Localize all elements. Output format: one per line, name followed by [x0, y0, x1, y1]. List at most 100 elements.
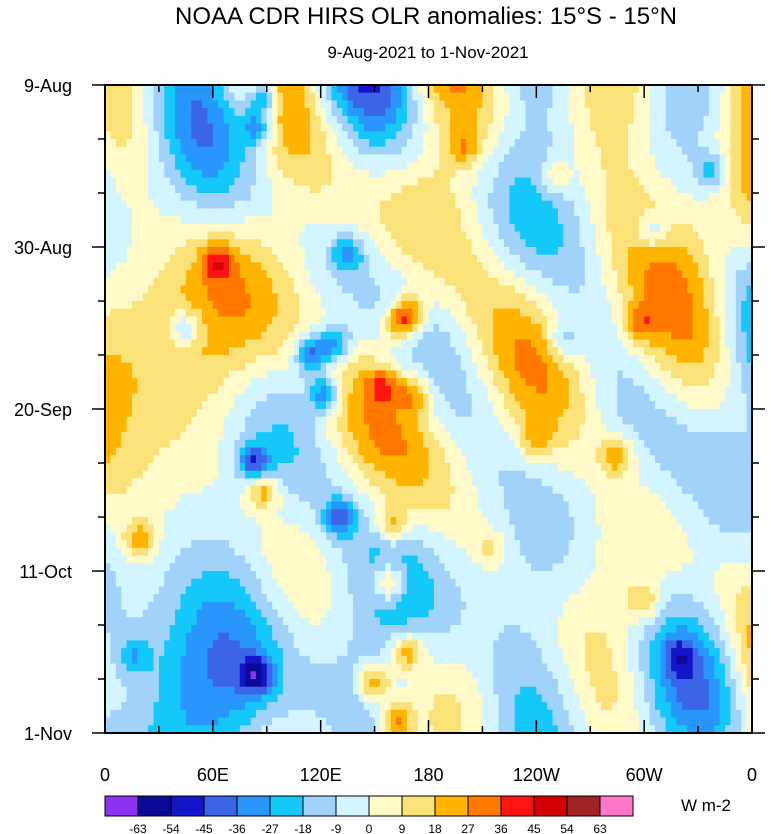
heatmap-cell: [563, 100, 570, 109]
heatmap-cell: [644, 385, 651, 395]
heatmap-cell: [326, 331, 333, 341]
heatmap-cell: [353, 162, 360, 171]
heatmap-cell: [250, 239, 257, 248]
heatmap-cell: [223, 378, 230, 387]
heatmap-cell: [110, 154, 117, 163]
heatmap-cell: [137, 208, 144, 217]
heatmap-cell: [466, 193, 473, 202]
heatmap-cell: [725, 185, 732, 194]
heatmap-cell: [735, 277, 742, 287]
heatmap-cell: [654, 131, 661, 140]
heatmap-cell: [617, 316, 624, 325]
heatmap-cell: [568, 177, 575, 186]
heatmap-cell: [374, 378, 381, 387]
heatmap-cell: [746, 347, 752, 356]
heatmap-cell: [433, 177, 440, 186]
heatmap-cell: [671, 270, 678, 279]
heatmap-cell: [439, 247, 446, 256]
heatmap-cell: [423, 285, 430, 294]
heatmap-cell: [169, 362, 176, 372]
heatmap-cell: [277, 208, 284, 217]
heatmap-cell: [638, 324, 645, 333]
heatmap-cell: [331, 115, 338, 125]
heatmap-cell: [234, 247, 241, 256]
heatmap-cell: [326, 108, 333, 117]
heatmap-cell: [115, 200, 122, 210]
heatmap-cell: [158, 247, 165, 256]
heatmap-cell: [681, 85, 688, 94]
heatmap-cell: [482, 139, 489, 148]
heatmap-cell: [234, 393, 241, 402]
heatmap-cell: [708, 231, 715, 240]
heatmap-cell: [304, 293, 311, 302]
heatmap-cell: [121, 108, 128, 117]
heatmap-cell: [137, 200, 144, 210]
heatmap-cell: [115, 162, 122, 171]
heatmap-cell: [681, 92, 688, 102]
heatmap-cell: [137, 262, 144, 271]
heatmap-cell: [595, 200, 602, 210]
heatmap-cell: [477, 193, 484, 202]
heatmap-cell: [180, 301, 187, 310]
heatmap-cell: [606, 293, 613, 302]
heatmap-cell: [412, 239, 419, 248]
heatmap-cell: [654, 185, 661, 194]
heatmap-cell: [299, 223, 306, 233]
heatmap-cell: [541, 339, 548, 348]
heatmap-cell: [105, 146, 111, 156]
heatmap-cell: [498, 193, 505, 202]
heatmap-cell: [708, 216, 715, 225]
heatmap-cell: [309, 100, 316, 109]
heatmap-cell: [277, 293, 284, 302]
heatmap-cell: [568, 146, 575, 156]
heatmap-cell: [175, 362, 182, 372]
heatmap-cell: [250, 277, 257, 287]
heatmap-cell: [234, 339, 241, 348]
heatmap-cell: [218, 169, 225, 179]
heatmap-cell: [234, 324, 241, 333]
heatmap-cell: [563, 362, 570, 372]
heatmap-cell: [725, 293, 732, 302]
heatmap-cell: [358, 355, 365, 364]
heatmap-cell: [223, 162, 230, 171]
heatmap-cell: [277, 200, 284, 210]
heatmap-cell: [191, 185, 198, 194]
heatmap-cell: [471, 223, 478, 233]
heatmap-cell: [374, 169, 381, 179]
heatmap-cell: [126, 277, 133, 287]
heatmap-cell: [460, 247, 467, 256]
heatmap-cell: [493, 370, 500, 379]
heatmap-cell: [121, 277, 128, 287]
heatmap-cell: [557, 115, 564, 125]
heatmap-cell: [460, 208, 467, 217]
heatmap-cell: [692, 393, 699, 402]
heatmap-cell: [288, 393, 295, 402]
heatmap-cell: [239, 92, 246, 102]
heatmap-cell: [320, 231, 327, 240]
heatmap-cell: [185, 216, 192, 225]
heatmap-cell: [185, 115, 192, 125]
heatmap-cell: [493, 231, 500, 240]
heatmap-cell: [164, 347, 171, 356]
heatmap-cell: [158, 308, 165, 318]
heatmap-cell: [649, 285, 656, 294]
heatmap-cell: [568, 254, 575, 264]
heatmap-cell: [563, 177, 570, 186]
heatmap-cell: [719, 131, 726, 140]
heatmap-cell: [466, 270, 473, 279]
heatmap-cell: [385, 223, 392, 233]
heatmap-cell: [417, 131, 424, 140]
heatmap-cell: [525, 347, 532, 356]
heatmap-cell: [255, 108, 262, 117]
heatmap-cell: [223, 247, 230, 256]
heatmap-cell: [212, 177, 219, 186]
heatmap-cell: [255, 331, 262, 341]
heatmap-cell: [617, 247, 624, 256]
heatmap-cell: [444, 185, 451, 194]
heatmap-cell: [336, 108, 343, 117]
heatmap-cell: [719, 277, 726, 287]
heatmap-cell: [665, 193, 672, 202]
heatmap-cell: [196, 185, 203, 194]
heatmap-cell: [320, 355, 327, 364]
heatmap-cell: [493, 177, 500, 186]
